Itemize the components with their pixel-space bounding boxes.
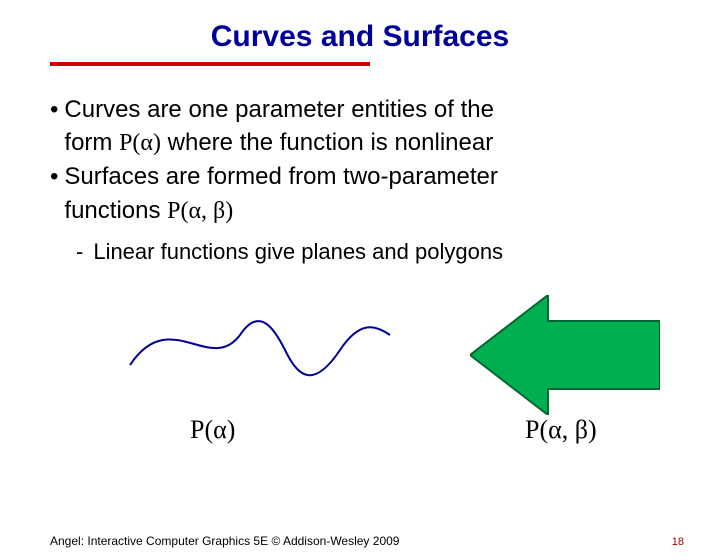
sub-bullet: - Linear functions give planes and polyg… — [76, 239, 670, 265]
bullet-text: Curves are one parameter entities of the — [64, 94, 670, 125]
content-area: • Curves are one parameter entities of t… — [50, 94, 670, 465]
footer-text: Angel: Interactive Computer Graphics 5E … — [50, 534, 399, 548]
text-fragment: where the function is nonlinear — [161, 129, 493, 156]
text-fragment: form — [64, 129, 119, 156]
bullet-text: form P(α) where the function is nonlinea… — [64, 127, 670, 159]
slide-title: Curves and Surfaces — [0, 20, 720, 54]
page-number: 18 — [672, 536, 684, 548]
arrow-caption: P(α, β) — [525, 415, 597, 445]
text-fragment: functions — [64, 197, 167, 224]
bullet-text: Surfaces are formed from two-parameter — [64, 161, 670, 192]
bullet-1-line-2: • form P(α) where the function is nonlin… — [50, 127, 670, 159]
bullet-dot: • — [50, 94, 58, 125]
title-underline — [50, 62, 370, 66]
sub-bullet-dash: - — [76, 239, 83, 265]
math-expression: P(α) — [119, 130, 161, 156]
sub-bullet-text: Linear functions give planes and polygon… — [93, 239, 503, 265]
bullet-dot: • — [50, 161, 58, 192]
math-expression: P(α, β) — [167, 198, 233, 224]
bullet-2-line-2: • functions P(α, β) — [50, 195, 670, 227]
curve-caption: P(α) — [190, 415, 235, 445]
figure-area: P(α) P(α, β) — [50, 295, 670, 465]
bullet-2-line-1: • Surfaces are formed from two-parameter — [50, 161, 670, 192]
curve-figure — [110, 295, 410, 405]
bullet-1-line-1: • Curves are one parameter entities of t… — [50, 94, 670, 125]
arrow-figure — [470, 295, 660, 415]
bullet-text: functions P(α, β) — [64, 195, 670, 227]
